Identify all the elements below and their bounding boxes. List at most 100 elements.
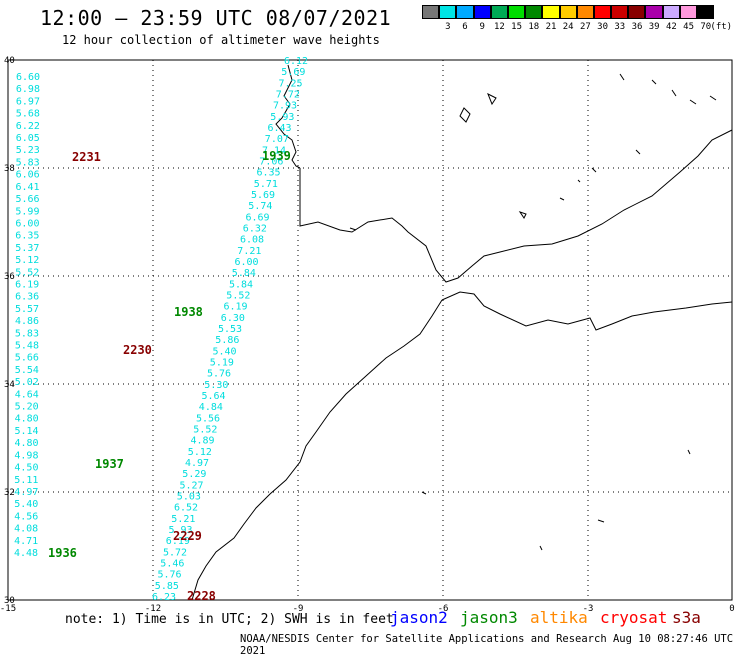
- swh-value: 5.11: [14, 475, 38, 486]
- swh-value: 5.19: [210, 358, 234, 369]
- swh-value: 5.52: [193, 425, 217, 436]
- lon-label: -9: [293, 604, 304, 614]
- lon-label: 0: [729, 604, 734, 614]
- swh-value: 5.83: [16, 157, 40, 168]
- swh-value: 5.40: [213, 346, 237, 357]
- legend-tick-label: 36: [631, 22, 643, 32]
- legend-tick-label: 15: [511, 22, 523, 32]
- page-subtitle: 12 hour collection of altimeter wave hei…: [62, 33, 380, 47]
- legend-swatch: [439, 5, 457, 19]
- legend-tick-label: 39: [648, 22, 660, 32]
- swh-value: 7.93: [273, 101, 297, 112]
- legend-tick-label: 27: [579, 22, 591, 32]
- legend-swatch: [679, 5, 697, 19]
- swh-value: 5.69: [251, 190, 275, 201]
- lat-label: 30: [4, 596, 15, 606]
- swh-value: 5.03: [177, 492, 201, 503]
- swh-value: 5.69: [281, 67, 305, 78]
- legend-swatch: [697, 5, 715, 19]
- swh-value: 5.20: [15, 402, 39, 413]
- legend-ticks: 3 6 9 12 15 18 21 24 27 30 33 36 39 42 45 70 (ft): [422, 22, 740, 34]
- swh-value: 5.93: [169, 525, 193, 536]
- legend-swatch: [473, 5, 491, 19]
- page-title: 12:00 – 23:59 UTC 08/07/2021: [40, 6, 392, 30]
- swh-value: 5.14: [15, 426, 39, 437]
- swh-value: 4.50: [14, 463, 38, 474]
- swh-value: 5.68: [16, 109, 40, 120]
- pass-time-label: 2231: [72, 150, 101, 164]
- pass-time-label: 2230: [123, 343, 152, 357]
- swh-value: 5.52: [15, 267, 39, 278]
- legend-unit: (ft): [710, 22, 733, 32]
- swh-value: 5.12: [188, 447, 212, 458]
- legend-tick-label: 24: [562, 22, 574, 32]
- swh-value: 6.19: [224, 302, 248, 313]
- swh-value: 7.06: [259, 157, 283, 168]
- map-frame: [7, 59, 733, 601]
- swh-value: 5.37: [15, 243, 39, 254]
- pass-time-label: 1937: [95, 457, 124, 471]
- swh-value: 6.30: [221, 313, 245, 324]
- swh-value: 6.60: [16, 72, 40, 83]
- swh-tracks: 6.606.986.975.686.226.055.235.836.066.41…: [14, 56, 308, 603]
- swh-value: 6.08: [240, 235, 264, 246]
- legend-tick-label: 45: [683, 22, 695, 32]
- legend-swatch: [645, 5, 663, 19]
- legend-tick-label: 18: [528, 22, 540, 32]
- swh-value: 5.84: [229, 279, 253, 290]
- swh-value: 5.85: [155, 581, 179, 592]
- lat-label: 32: [4, 488, 15, 498]
- lat-label: 36: [4, 272, 15, 282]
- pass-time-label: 2228: [187, 589, 216, 603]
- swh-value: 5.86: [215, 335, 239, 346]
- swh-value: 7.14: [262, 145, 286, 156]
- lon-label: -12: [145, 604, 161, 614]
- legend-swatch: [456, 5, 474, 19]
- legend-swatch: [490, 5, 508, 19]
- swh-value: 6.36: [15, 292, 39, 303]
- swh-value: 4.56: [14, 511, 38, 522]
- swh-value: 5.76: [158, 570, 182, 581]
- satellite-name: altika: [530, 608, 588, 627]
- legend-swatch: [542, 5, 560, 19]
- lon-label: -6: [438, 604, 449, 614]
- axis-labels: -15 -12 -9 -6 -3 0 40 38 36 34 32 30: [0, 56, 735, 614]
- swh-value: 6.12: [284, 56, 308, 67]
- lon-label: -3: [583, 604, 594, 614]
- swh-value: 4.80: [15, 438, 39, 449]
- swh-value: 4.97: [14, 487, 38, 498]
- pass-time-label: 1939: [262, 149, 291, 163]
- swh-value: 5.46: [160, 559, 184, 570]
- swh-value: 6.06: [16, 170, 40, 181]
- legend-tick-label: 3: [445, 22, 451, 32]
- legend-tick-label: 30: [597, 22, 609, 32]
- legend-swatch: [593, 5, 612, 19]
- coastline: [191, 64, 733, 601]
- legend-tick-label: 9: [479, 22, 485, 32]
- swh-value: 5.84: [232, 268, 256, 279]
- lat-label: 38: [4, 164, 15, 174]
- swh-value: 5.66: [16, 194, 40, 205]
- swh-value: 6.00: [235, 257, 259, 268]
- swh-value: 5.74: [248, 201, 272, 212]
- satellite-name: cryosat: [600, 608, 668, 627]
- swh-value: 5.02: [15, 377, 39, 388]
- lat-label: 34: [4, 380, 15, 390]
- swh-value: 5.83: [15, 328, 39, 339]
- legend-swatch: [422, 5, 440, 19]
- legend-swatch: [628, 5, 646, 19]
- swh-value: 5.23: [16, 145, 40, 156]
- footer-credit: NOAA/NESDIS Center for Satellite Applica…: [240, 633, 734, 657]
- swh-value: 4.84: [199, 402, 223, 413]
- swh-value: 5.53: [218, 324, 242, 335]
- swh-value: 6.19: [166, 536, 190, 547]
- pass-time-label: 1938: [174, 305, 203, 319]
- swh-value: 6.43: [268, 123, 292, 134]
- swh-value: 5.99: [15, 206, 39, 217]
- swh-value: 6.52: [174, 503, 198, 514]
- swh-value: 6.23: [152, 592, 176, 603]
- legend-tick-label: 33: [614, 22, 626, 32]
- swh-value: 5.76: [207, 369, 231, 380]
- swh-value: 5.64: [202, 391, 226, 402]
